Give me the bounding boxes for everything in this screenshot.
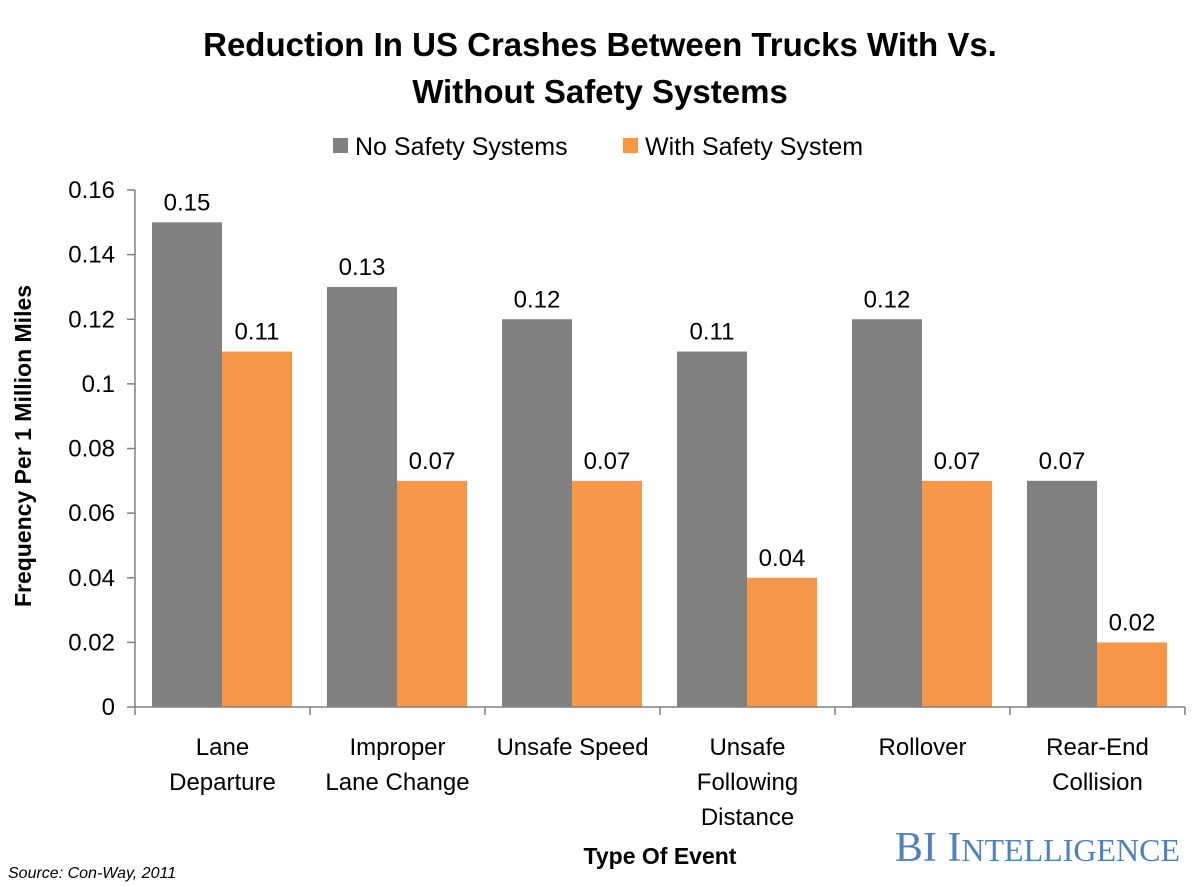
legend-label-no-safety: No Safety Systems <box>355 133 568 161</box>
x-category-label: Unsafe <box>709 734 785 761</box>
bar-with-safety <box>572 480 642 707</box>
y-tick-label: 0 <box>102 694 115 721</box>
legend-swatch-no-safety <box>333 138 348 153</box>
bar-with-safety <box>222 351 292 707</box>
y-axis: 0 0.02 0.04 0.06 0.08 0.1 0.12 0.14 0.16 <box>68 177 136 721</box>
chart-title-line-1: Reduction In US Crashes Between Trucks W… <box>203 26 997 63</box>
x-category-label: Collision <box>1052 769 1143 796</box>
legend: No Safety Systems With Safety System <box>333 133 863 161</box>
x-category-label: Rear-End <box>1046 734 1149 761</box>
bar-value-label: 0.15 <box>164 189 211 216</box>
y-tick-label: 0.08 <box>68 436 115 463</box>
y-tick-label: 0.02 <box>68 629 115 656</box>
bar-value-label: 0.07 <box>1039 448 1086 475</box>
bar-no-safety <box>852 319 922 707</box>
y-tick-label: 0.12 <box>68 306 115 333</box>
brand-logo-part-bi: BI <box>895 825 948 871</box>
bar-no-safety <box>327 286 397 707</box>
x-category-label: Lane Change <box>325 769 469 796</box>
y-tick-label: 0.04 <box>68 565 115 592</box>
bar-no-safety <box>152 222 222 707</box>
y-tick-label: 0.14 <box>68 242 115 269</box>
y-tick-label: 0.16 <box>68 177 115 204</box>
y-tick-label: 0.06 <box>68 500 115 527</box>
bar-with-safety <box>922 480 992 707</box>
bar-value-label: 0.11 <box>235 319 280 346</box>
x-category-label: Rollover <box>878 734 966 761</box>
bar-value-label: 0.07 <box>409 448 456 475</box>
bar-value-label: 0.02 <box>1109 609 1156 636</box>
legend-label-with-safety: With Safety System <box>645 133 863 161</box>
chart-title-line-2: Without Safety Systems <box>412 73 788 110</box>
x-category-label: Improper <box>349 734 445 761</box>
bar-value-label: 0.12 <box>514 286 561 313</box>
y-tick-label: 0.1 <box>82 371 115 398</box>
bar-no-safety <box>502 319 572 707</box>
x-category-label: Departure <box>169 769 276 796</box>
bar-value-label: 0.12 <box>864 286 911 313</box>
x-category-label: Lane <box>196 734 249 761</box>
brand-logo-part-ntelligence: NTELLIGENCE <box>961 832 1180 868</box>
bar-with-safety <box>397 480 467 707</box>
source-note: Source: Con-Way, 2011 <box>8 865 176 882</box>
x-category-label: Distance <box>701 804 794 831</box>
bars: 0.15 0.11 0.13 0.07 0.12 0.07 0.11 0.04 0.12 0.07… <box>152 189 1167 707</box>
chart-title: Reduction In US Crashes Between Trucks W… <box>203 26 997 110</box>
bar-value-label: 0.04 <box>759 545 806 572</box>
brand-logo-part-i: I <box>947 825 961 871</box>
bar-no-safety <box>677 351 747 707</box>
bar-with-safety <box>1097 642 1167 707</box>
brand-logo: BI INTELLIGENCE <box>895 825 1180 871</box>
bar-with-safety <box>747 577 817 707</box>
y-axis-title: Frequency Per 1 Million Miles <box>10 285 36 607</box>
x-category-label: Following <box>697 769 798 796</box>
x-axis: Lane Departure Improper Lane Change Unsafe S… <box>134 706 1186 831</box>
bar-no-safety <box>1027 480 1097 707</box>
x-category-label: Unsafe Speed <box>496 734 648 761</box>
bar-value-label: 0.07 <box>934 448 981 475</box>
bar-value-label: 0.07 <box>584 448 631 475</box>
bar-value-label: 0.13 <box>339 254 386 281</box>
bar-value-label: 0.11 <box>690 319 735 346</box>
x-axis-title: Type Of Event <box>584 843 737 869</box>
legend-swatch-with-safety <box>623 138 638 153</box>
